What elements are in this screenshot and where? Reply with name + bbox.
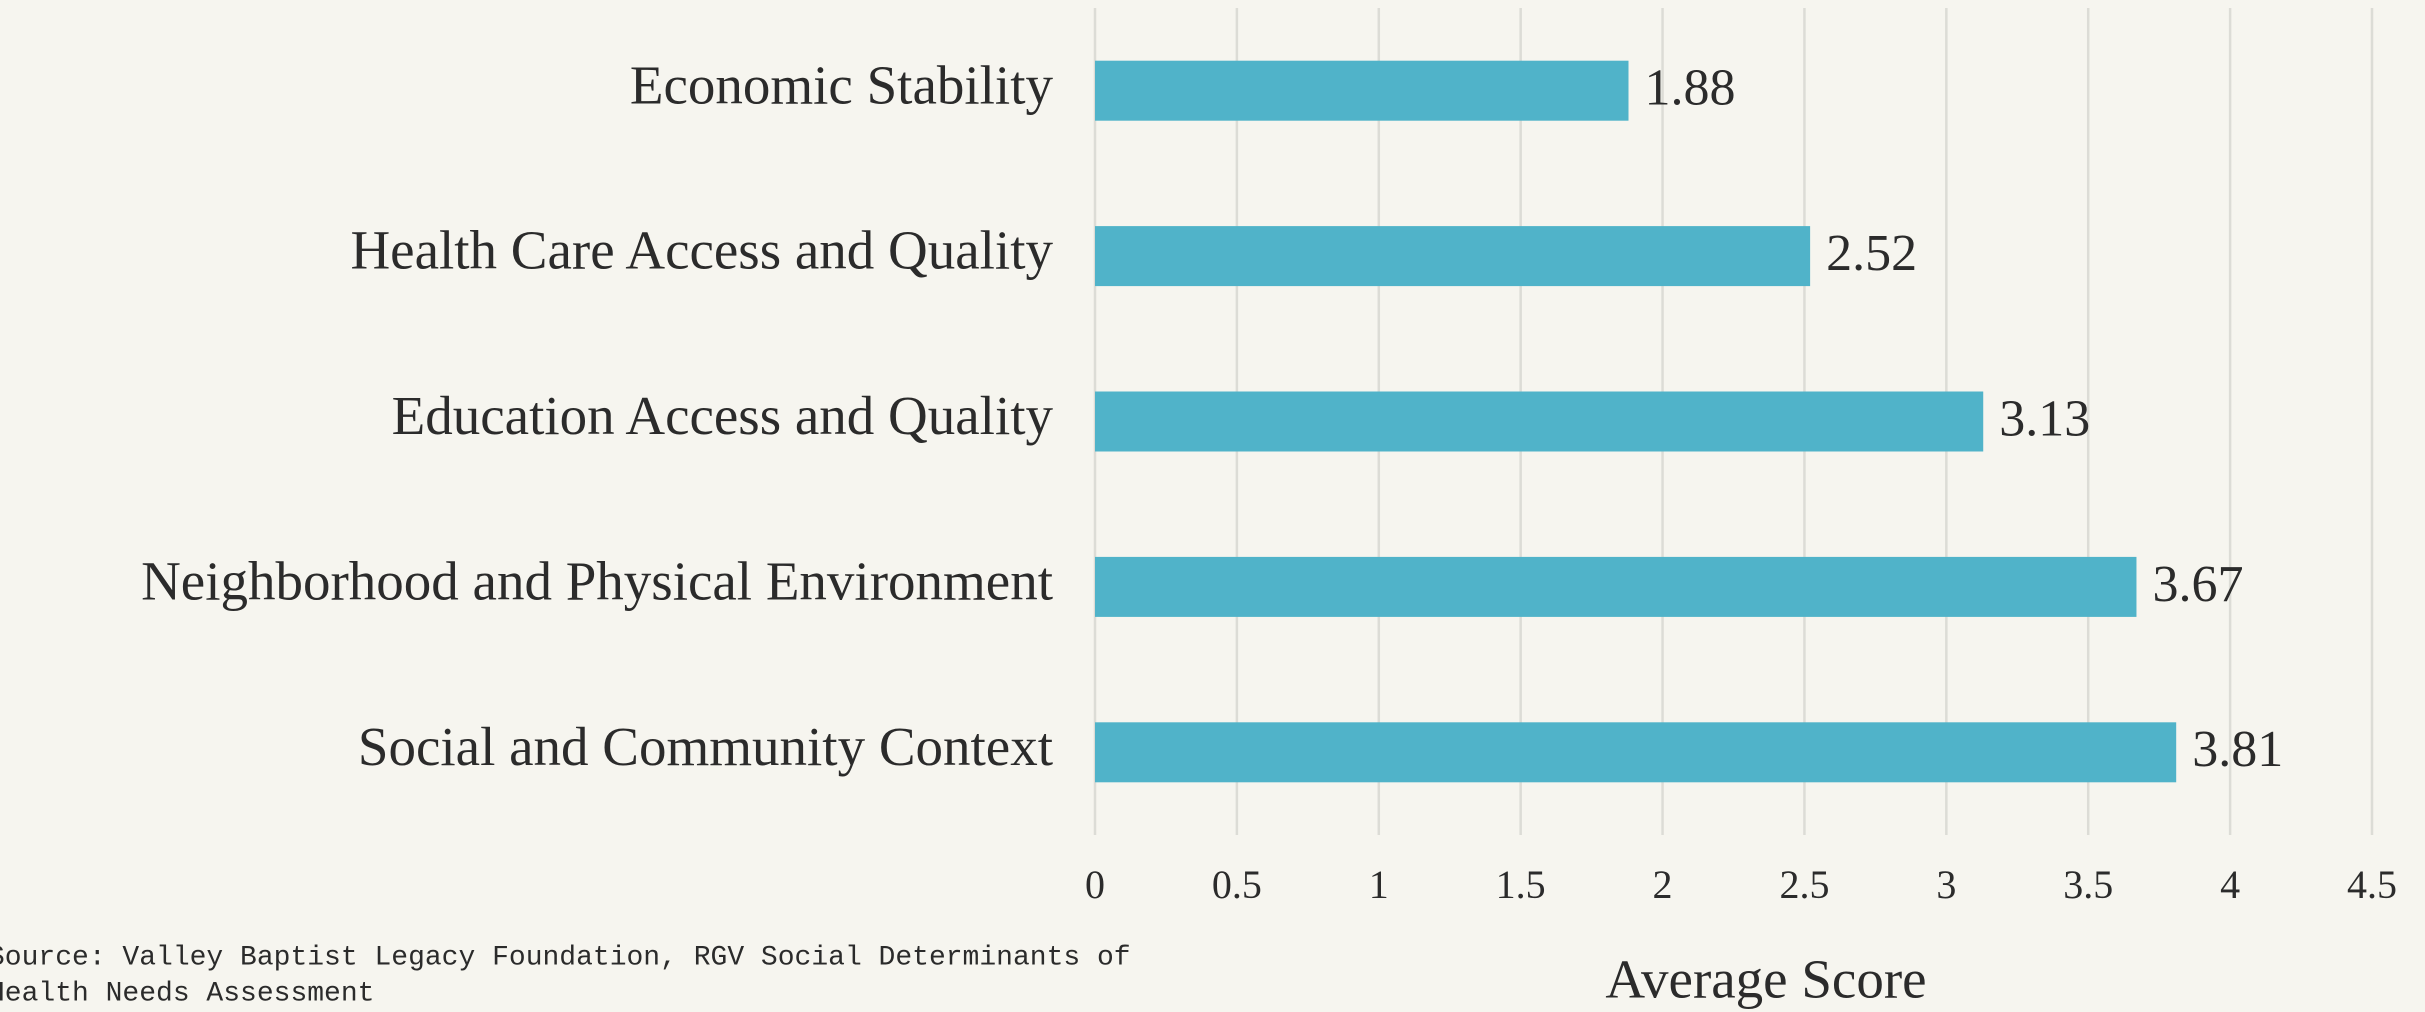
value-label: 3.67 [2152,556,2243,613]
x-tick-label: 2 [1653,862,1673,907]
value-label: 1.88 [1645,60,1736,117]
y-tick-label: Health Care Access and Quality [350,220,1053,281]
x-tick-label: 0.5 [1212,862,1262,907]
x-axis-title: Average Score [1605,949,1926,1010]
bar [1095,556,2137,617]
value-label: 2.52 [1826,225,1917,282]
bar [1095,226,1811,287]
source-line: Health Needs Assessment [0,978,374,1009]
x-tick-label: 3.5 [2063,862,2113,907]
bar [1095,391,1984,452]
x-tick-label: 1 [1369,862,1389,907]
y-tick-label: Social and Community Context [358,716,1053,777]
y-tick-label: Economic Stability [630,54,1054,115]
value-label: 3.81 [2192,721,2283,778]
x-tick-label: 2.5 [1779,862,1829,907]
x-tick-label: 4 [2220,862,2240,907]
x-tick-label: 0 [1085,862,1105,907]
y-tick-label: Neighborhood and Physical Environment [141,551,1053,612]
x-tick-label: 4.5 [2347,862,2397,907]
y-tick-label: Education Access and Quality [392,385,1054,446]
x-tick-label: 3 [1936,862,1956,907]
source-line: Source: Valley Baptist Legacy Foundation… [0,942,1131,973]
bar [1095,722,2177,783]
value-label: 3.13 [1999,390,2090,447]
bar [1095,60,1629,121]
x-tick-label: 1.5 [1496,862,1546,907]
